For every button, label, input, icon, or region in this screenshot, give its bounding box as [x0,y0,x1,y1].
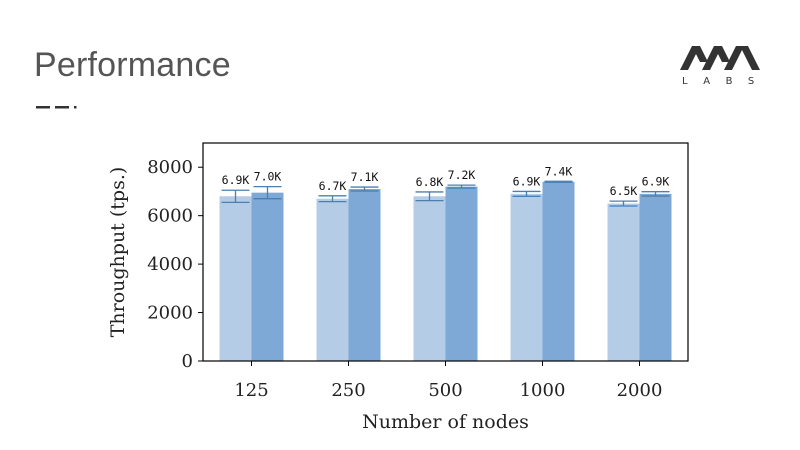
y-axis-label: Throughput (tps.) [107,167,129,338]
bar-series-1-125 [219,196,252,361]
x-tick-label-2000: 2000 [617,380,663,401]
bars-layer [219,181,672,361]
bar-series-2-250 [348,189,381,361]
error-bar-series-2-1000 [544,180,573,183]
error-bar-series-2-125 [253,185,282,200]
data-label-series-1-1000: 6.9K [513,174,541,188]
x-tick-label-500: 500 [428,380,462,401]
bar-series-1-2000 [607,203,640,361]
y-tick-label-4000: 4000 [147,254,193,275]
error-bar-series-1-2000 [609,200,638,207]
x-ticks-layer: 125 250 500 1000 2000 [234,361,662,401]
y-tick-label-0: 0 [182,351,193,372]
error-bar-series-1-250 [318,195,347,203]
bar-series-2-2000 [639,193,672,361]
error-bar-series-2-2000 [641,191,670,197]
bar-series-1-1000 [510,193,543,361]
y-tick-label-6000: 6000 [147,206,193,227]
error-bar-series-2-250 [350,186,379,192]
data-label-series-2-2000: 6.9K [642,175,670,189]
x-tick-label-250: 250 [331,380,365,401]
title-underline-decoration [36,106,77,109]
data-label-series-2-500: 7.2K [448,168,476,182]
bar-series-1-250 [316,198,349,361]
bar-series-2-1000 [542,181,575,361]
data-label-series-2-250: 7.1K [351,170,379,184]
error-bars-layer [221,180,670,207]
data-labels-layer: 6.9K 7.0K 6.7K 7.1K 6.8K 7.2K 6.9K 7.4K 6.5K 6.9K [222,164,670,198]
data-label-series-1-125: 6.9K [222,173,250,187]
error-bar-series-1-125 [221,189,250,203]
data-label-series-1-250: 6.7K [319,179,347,193]
x-tick-label-125: 125 [234,380,268,401]
y-ticks-layer: 0 2000 4000 6000 8000 [147,157,203,372]
error-bar-series-1-1000 [512,190,541,197]
data-label-series-2-1000: 7.4K [545,164,573,178]
error-bar-series-2-500 [447,184,476,189]
error-bar-series-1-500 [415,191,444,202]
bar-series-2-500 [445,186,478,361]
slide-title: Performance [34,46,231,84]
ava-labs-logo-icon [680,46,760,70]
data-label-series-2-125: 7.0K [254,170,282,184]
bar-series-2-125 [251,192,284,361]
data-label-series-1-500: 6.8K [416,175,444,189]
y-tick-label-2000: 2000 [147,303,193,324]
logo-text: LABS [682,76,770,87]
x-axis-label: Number of nodes [362,411,529,433]
x-tick-label-1000: 1000 [520,380,566,401]
y-tick-label-8000: 8000 [147,157,193,178]
data-label-series-1-2000: 6.5K [610,184,638,198]
bar-series-1-500 [413,196,446,361]
